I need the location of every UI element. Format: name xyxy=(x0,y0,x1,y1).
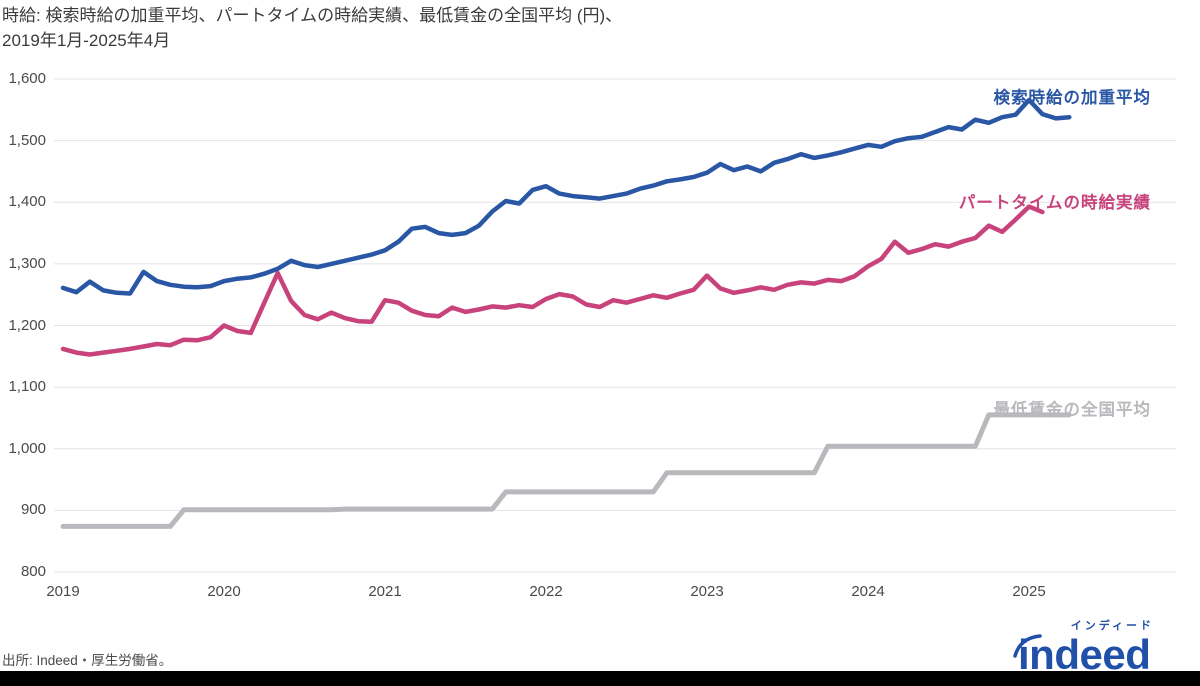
y-axis-label: 1,100 xyxy=(8,378,46,396)
search-wage-line xyxy=(60,97,1072,296)
chart-title: 時給: 検索時給の加重平均、パートタイムの時給実績、最低賃金の全国平均 (円)、… xyxy=(2,3,622,53)
indeed-wordmark-text: indeed xyxy=(1018,633,1150,673)
y-axis-label: 1,600 xyxy=(8,70,46,87)
x-axis-label: 2021 xyxy=(368,583,402,600)
indeed-swoosh-icon xyxy=(1013,634,1042,658)
x-axis-label: 2022 xyxy=(529,583,563,600)
indeed-logo-katakana: インディード xyxy=(1070,620,1154,632)
line-chart-canvas xyxy=(54,78,1176,573)
y-axis-label: 1,500 xyxy=(8,131,46,149)
y-axis-label: 1,200 xyxy=(8,316,46,334)
chart-title-line2: 2019年1月-2025年4月 xyxy=(2,31,171,50)
y-axis-label: 1,000 xyxy=(8,439,46,457)
x-axis-label: 2020 xyxy=(207,583,241,600)
chart-title-line1: 時給: 検索時給の加重平均、パートタイムの時給実績、最低賃金の全国平均 (円)、 xyxy=(2,6,623,25)
series-label-parttime-wage: パートタイムの時給実績 xyxy=(958,194,1151,212)
x-axis-label: 2025 xyxy=(1012,583,1046,600)
y-axis-label: 800 xyxy=(20,563,46,580)
y-axis-label: 1,400 xyxy=(8,193,46,211)
y-axis-label: 1,300 xyxy=(8,254,46,272)
series-label-search-wage: 検索時給の加重平均 xyxy=(993,89,1151,107)
y-axis-label: 900 xyxy=(20,501,46,519)
indeed-wordmark-graphic: indeed xyxy=(1013,631,1151,678)
source-note: 出所: Indeed・厚生労働省。 xyxy=(2,653,173,668)
x-axis-label: 2019 xyxy=(46,583,80,600)
x-axis-label: 2024 xyxy=(851,583,885,600)
x-axis-label: 2023 xyxy=(690,583,724,600)
indeed-logo: インディード indeed xyxy=(1012,620,1164,678)
bottom-black-bar xyxy=(0,671,1200,686)
series-label-minimum-wage: 最低賃金の全国平均 xyxy=(993,401,1151,419)
minimum-wage-line xyxy=(60,412,1072,529)
parttime-wage-line xyxy=(60,204,1045,357)
